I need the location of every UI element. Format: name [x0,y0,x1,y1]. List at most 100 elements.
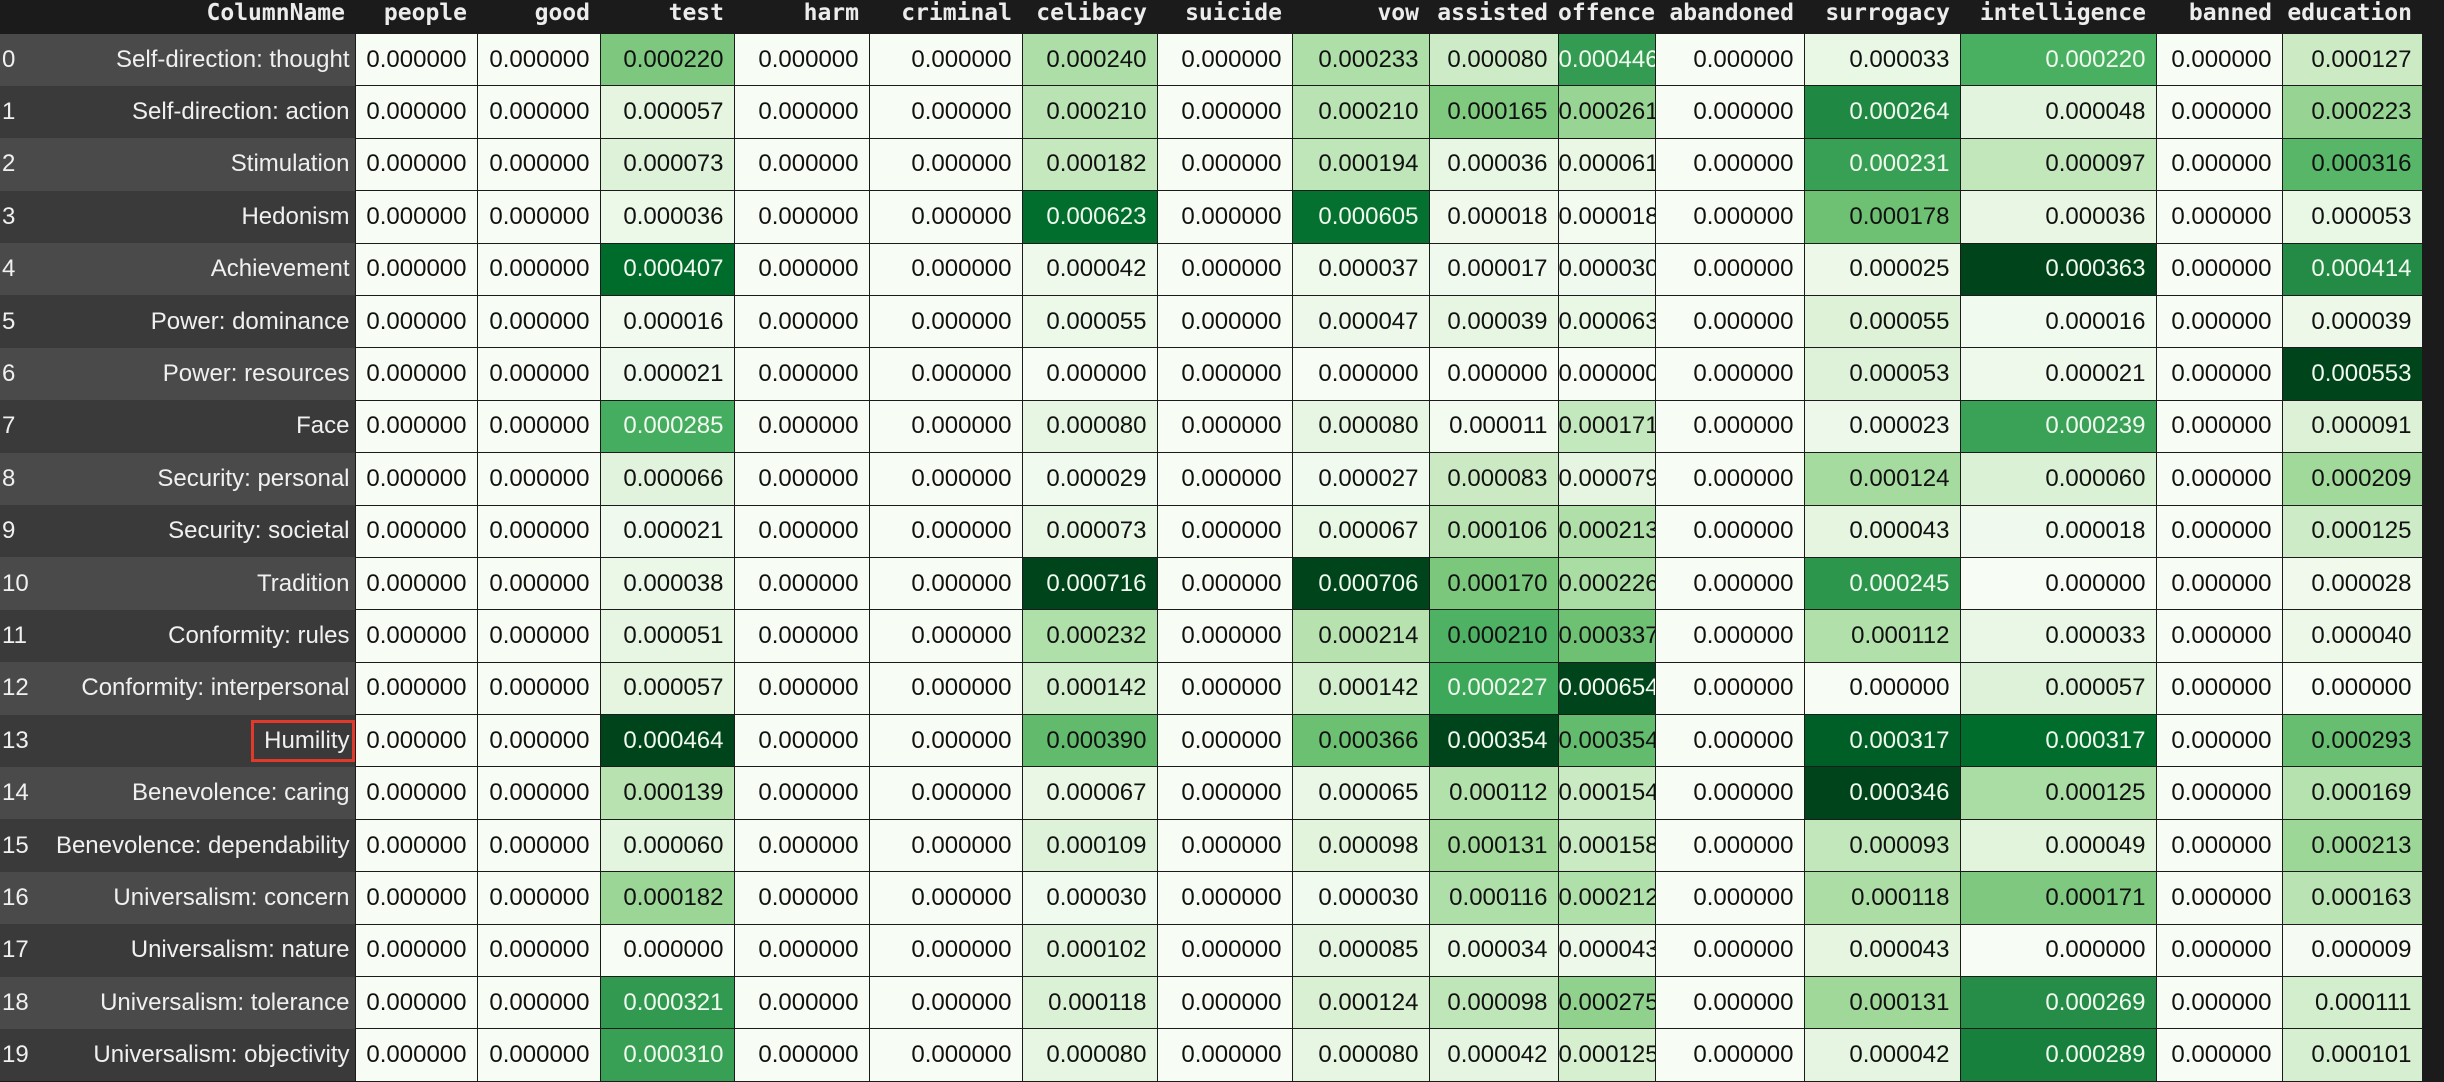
cell-people: 0.000000 [354,347,478,401]
cell-criminal: 0.000000 [868,504,1023,558]
cell-offence: 0.000079 [1557,452,1656,506]
cell-celibacy: 0.000042 [1021,242,1158,296]
cell-abandoned: 0.000000 [1654,32,1805,87]
cell-intelligence: 0.000317 [1959,714,2157,768]
column-header-celibacy: celibacy [1022,0,1157,34]
cell-harm: 0.000000 [733,1028,870,1082]
cell-criminal: 0.000000 [868,137,1023,192]
table-row: 9 Security: societal 0.000000 0.000000 0.000… [0,504,2423,558]
cell-celibacy: 0.000073 [1021,504,1158,558]
column-header-criminal: criminal [869,0,1022,34]
row-index: 19 [0,1028,43,1082]
cell-surrogacy: 0.000231 [1803,137,1961,192]
cell-good: 0.000000 [476,1028,601,1082]
cell-education: 0.000163 [2281,871,2423,925]
cell-surrogacy: 0.000317 [1803,714,1961,768]
cell-education: 0.000039 [2281,294,2423,349]
cell-intelligence: 0.000000 [1959,923,2157,978]
cell-surrogacy: 0.000023 [1803,399,1961,454]
cell-education: 0.000028 [2281,556,2423,611]
column-header-offence: offence [1558,0,1655,34]
cell-banned: 0.000000 [2155,504,2283,558]
cell-people: 0.000000 [354,85,478,139]
cell-good: 0.000000 [476,452,601,506]
cell-intelligence: 0.000220 [1959,32,2157,87]
cell-test: 0.000016 [599,294,735,349]
cell-education: 0.000125 [2281,504,2423,558]
table-row: 8 Security: personal 0.000000 0.000000 0.000… [0,452,2423,506]
cell-surrogacy: 0.000043 [1803,923,1961,978]
cell-people: 0.000000 [354,32,478,87]
cell-assisted: 0.000170 [1428,556,1559,611]
cell-criminal: 0.000000 [868,1028,1023,1082]
cell-offence: 0.000213 [1557,504,1656,558]
cell-harm: 0.000000 [733,347,870,401]
row-name-highlighted: Humility [43,714,355,767]
cell-people: 0.000000 [354,661,478,716]
cell-abandoned: 0.000000 [1654,452,1805,506]
cell-education: 0.000111 [2281,976,2423,1030]
cell-assisted: 0.000210 [1428,609,1559,663]
cell-test: 0.000000 [599,923,735,978]
table-row: 1 Self-direction: action 0.000000 0.000000 0… [0,85,2423,139]
cell-abandoned: 0.000000 [1654,609,1805,663]
row-index: 7 [0,400,43,453]
cell-assisted: 0.000165 [1428,85,1559,139]
cell-good: 0.000000 [476,190,601,244]
cell-test: 0.000057 [599,85,735,139]
cell-good: 0.000000 [476,32,601,87]
cell-vow: 0.000210 [1291,85,1430,139]
cell-test: 0.000285 [599,399,735,454]
cell-test: 0.000139 [599,766,735,820]
row-name: Tradition [43,557,355,610]
cell-assisted: 0.000000 [1428,347,1559,401]
cell-suicide: 0.000000 [1156,137,1293,192]
cell-banned: 0.000000 [2155,556,2283,611]
cell-education: 0.000293 [2281,714,2423,768]
cell-surrogacy: 0.000131 [1803,976,1961,1030]
cell-good: 0.000000 [476,976,601,1030]
cell-vow: 0.000098 [1291,818,1430,873]
cell-harm: 0.000000 [733,818,870,873]
cell-good: 0.000000 [476,661,601,716]
cell-banned: 0.000000 [2155,714,2283,768]
column-header-banned: banned [2156,0,2282,34]
cell-education: 0.000169 [2281,766,2423,820]
column-header-good: good [477,0,600,34]
cell-abandoned: 0.000000 [1654,242,1805,296]
cell-test: 0.000182 [599,871,735,925]
cell-harm: 0.000000 [733,714,870,768]
cell-suicide: 0.000000 [1156,871,1293,925]
cell-intelligence: 0.000363 [1959,242,2157,296]
row-index: 5 [0,295,43,348]
cell-surrogacy: 0.000033 [1803,32,1961,87]
row-name: Security: societal [43,505,355,558]
cell-offence: 0.000154 [1557,766,1656,820]
table-row: 17 Universalism: nature 0.000000 0.000000 0.… [0,923,2423,978]
table-row: 13 Humility 0.000000 0.000000 0.000464 0.0000… [0,714,2423,768]
row-name: Conformity: interpersonal [43,662,355,715]
cell-banned: 0.000000 [2155,347,2283,401]
table-row: 16 Universalism: concern 0.000000 0.000000 0… [0,871,2423,925]
row-index: 2 [0,138,43,191]
cell-celibacy: 0.000109 [1021,818,1158,873]
cell-intelligence: 0.000018 [1959,504,2157,558]
row-name: Self-direction: action [43,85,355,139]
cell-offence: 0.000261 [1557,85,1656,139]
cell-criminal: 0.000000 [868,661,1023,716]
row-index: 17 [0,924,43,977]
cell-education: 0.000000 [2281,661,2423,716]
cell-education: 0.000414 [2281,242,2423,296]
cell-criminal: 0.000000 [868,976,1023,1030]
cell-education: 0.000316 [2281,137,2423,192]
cell-good: 0.000000 [476,818,601,873]
cell-people: 0.000000 [354,871,478,925]
table-row: 15 Benevolence: dependability 0.000000 0.00… [0,818,2423,873]
cell-intelligence: 0.000269 [1959,976,2157,1030]
cell-good: 0.000000 [476,137,601,192]
cell-abandoned: 0.000000 [1654,294,1805,349]
header-row: ColumnName people good test harm criminal cel… [0,0,2422,34]
cell-abandoned: 0.000000 [1654,137,1805,192]
cell-good: 0.000000 [476,85,601,139]
cell-offence: 0.000063 [1557,294,1656,349]
